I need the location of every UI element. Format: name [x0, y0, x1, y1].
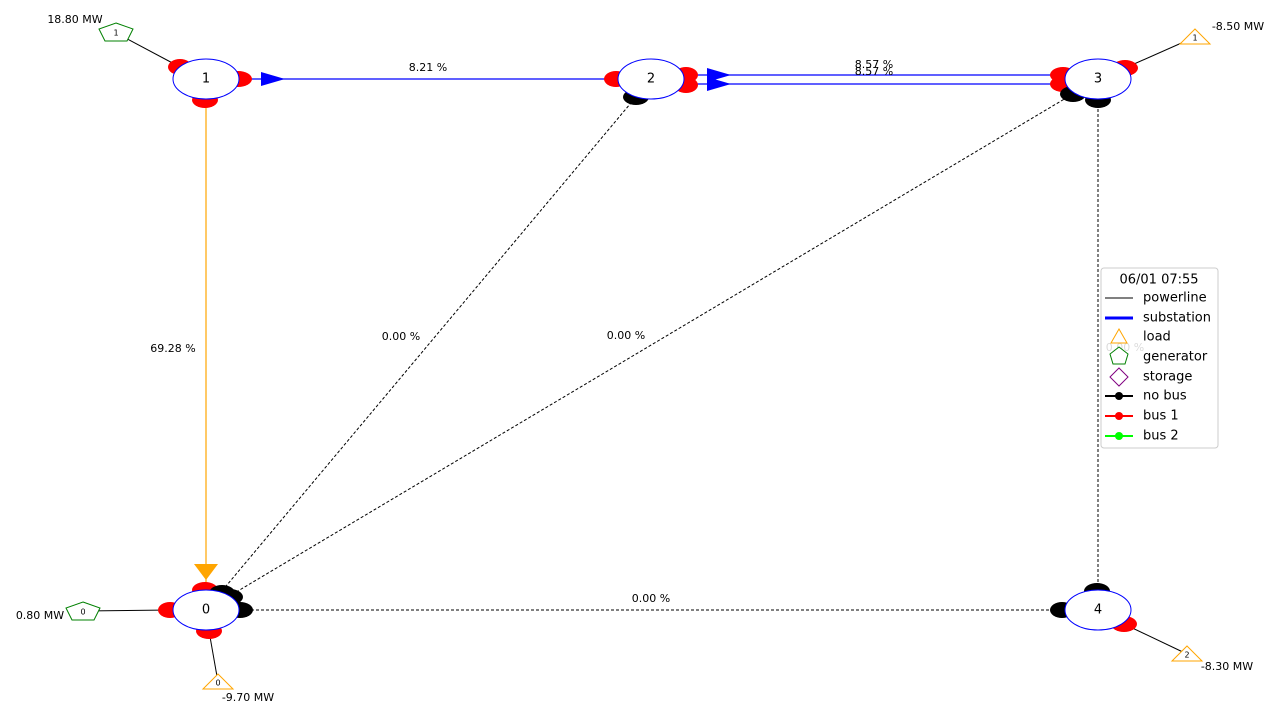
legend-title: 06/01 07:55: [1119, 273, 1198, 288]
legend-item: load: [1143, 330, 1171, 345]
substation: [172, 58, 240, 100]
load-power: -8.30 MW: [1201, 660, 1253, 673]
legend-item: powerline: [1143, 291, 1207, 306]
substation: [1064, 589, 1132, 631]
generator: [65, 601, 101, 621]
line-label: 8.57 %: [855, 58, 893, 71]
substation: [1064, 58, 1132, 100]
legend-item: storage: [1143, 370, 1192, 385]
legend: 06/01 07:55 powerline substation load ge…: [1100, 267, 1219, 449]
substation-label: 3: [1094, 72, 1102, 87]
flow-arrow: [707, 68, 731, 82]
power-lines: [194, 68, 1099, 611]
legend-swatch: [1109, 346, 1129, 365]
substations: 0 1 2 3 4: [172, 58, 1132, 631]
legend-box: [1100, 267, 1219, 449]
line-3-0: [205, 78, 1099, 611]
line-label: 0.00 %: [632, 592, 670, 605]
legend-swatch: [1115, 432, 1123, 440]
substation-label: 2: [647, 72, 655, 87]
load: [201, 673, 235, 690]
legend-swatch: [1109, 367, 1129, 387]
legend-swatch: [1115, 412, 1123, 420]
legend-swatch: [1110, 327, 1128, 344]
generator-label: 1: [113, 29, 118, 38]
flow-arrow: [194, 564, 218, 580]
generator-power: 0.80 MW: [16, 609, 64, 622]
load-label: 0: [215, 679, 220, 688]
flow-arrow: [707, 77, 731, 91]
legend-item: substation: [1143, 311, 1211, 326]
load-label: 2: [1184, 651, 1189, 660]
substation: [172, 589, 240, 631]
load-label: 1: [1192, 34, 1197, 43]
legend-swatch: [1115, 392, 1123, 400]
substation-label: 4: [1094, 603, 1102, 618]
load-link: [208, 630, 219, 683]
line-label: 0.00 %: [607, 329, 645, 342]
legend-item: no bus: [1143, 389, 1187, 404]
line-label: 69.28 %: [150, 342, 195, 355]
load-power: -8.50 MW: [1212, 20, 1264, 33]
line-label: 8.57 %: [855, 65, 893, 78]
load: [1178, 28, 1212, 45]
generator: [98, 22, 134, 42]
substation-label: 1: [202, 72, 210, 87]
legend-item: bus 1: [1143, 409, 1179, 424]
substation: [617, 58, 685, 100]
load-power: -9.70 MW: [222, 691, 274, 704]
injection-links: [82, 32, 1196, 683]
flow-arrow: [261, 72, 285, 86]
generator-power: 18.80 MW: [47, 13, 102, 26]
legend-item: bus 2: [1143, 429, 1179, 444]
line-2-0: [205, 78, 652, 611]
generator-label: 0: [80, 608, 85, 617]
load: [1170, 645, 1204, 662]
line-label: 8.21 %: [409, 61, 447, 74]
legend-item: generator: [1143, 350, 1208, 365]
bus-dots: [158, 59, 1138, 639]
substation-label: 0: [202, 603, 210, 618]
line-label: 0.00 %: [382, 330, 420, 343]
load-link: [1123, 623, 1188, 655]
